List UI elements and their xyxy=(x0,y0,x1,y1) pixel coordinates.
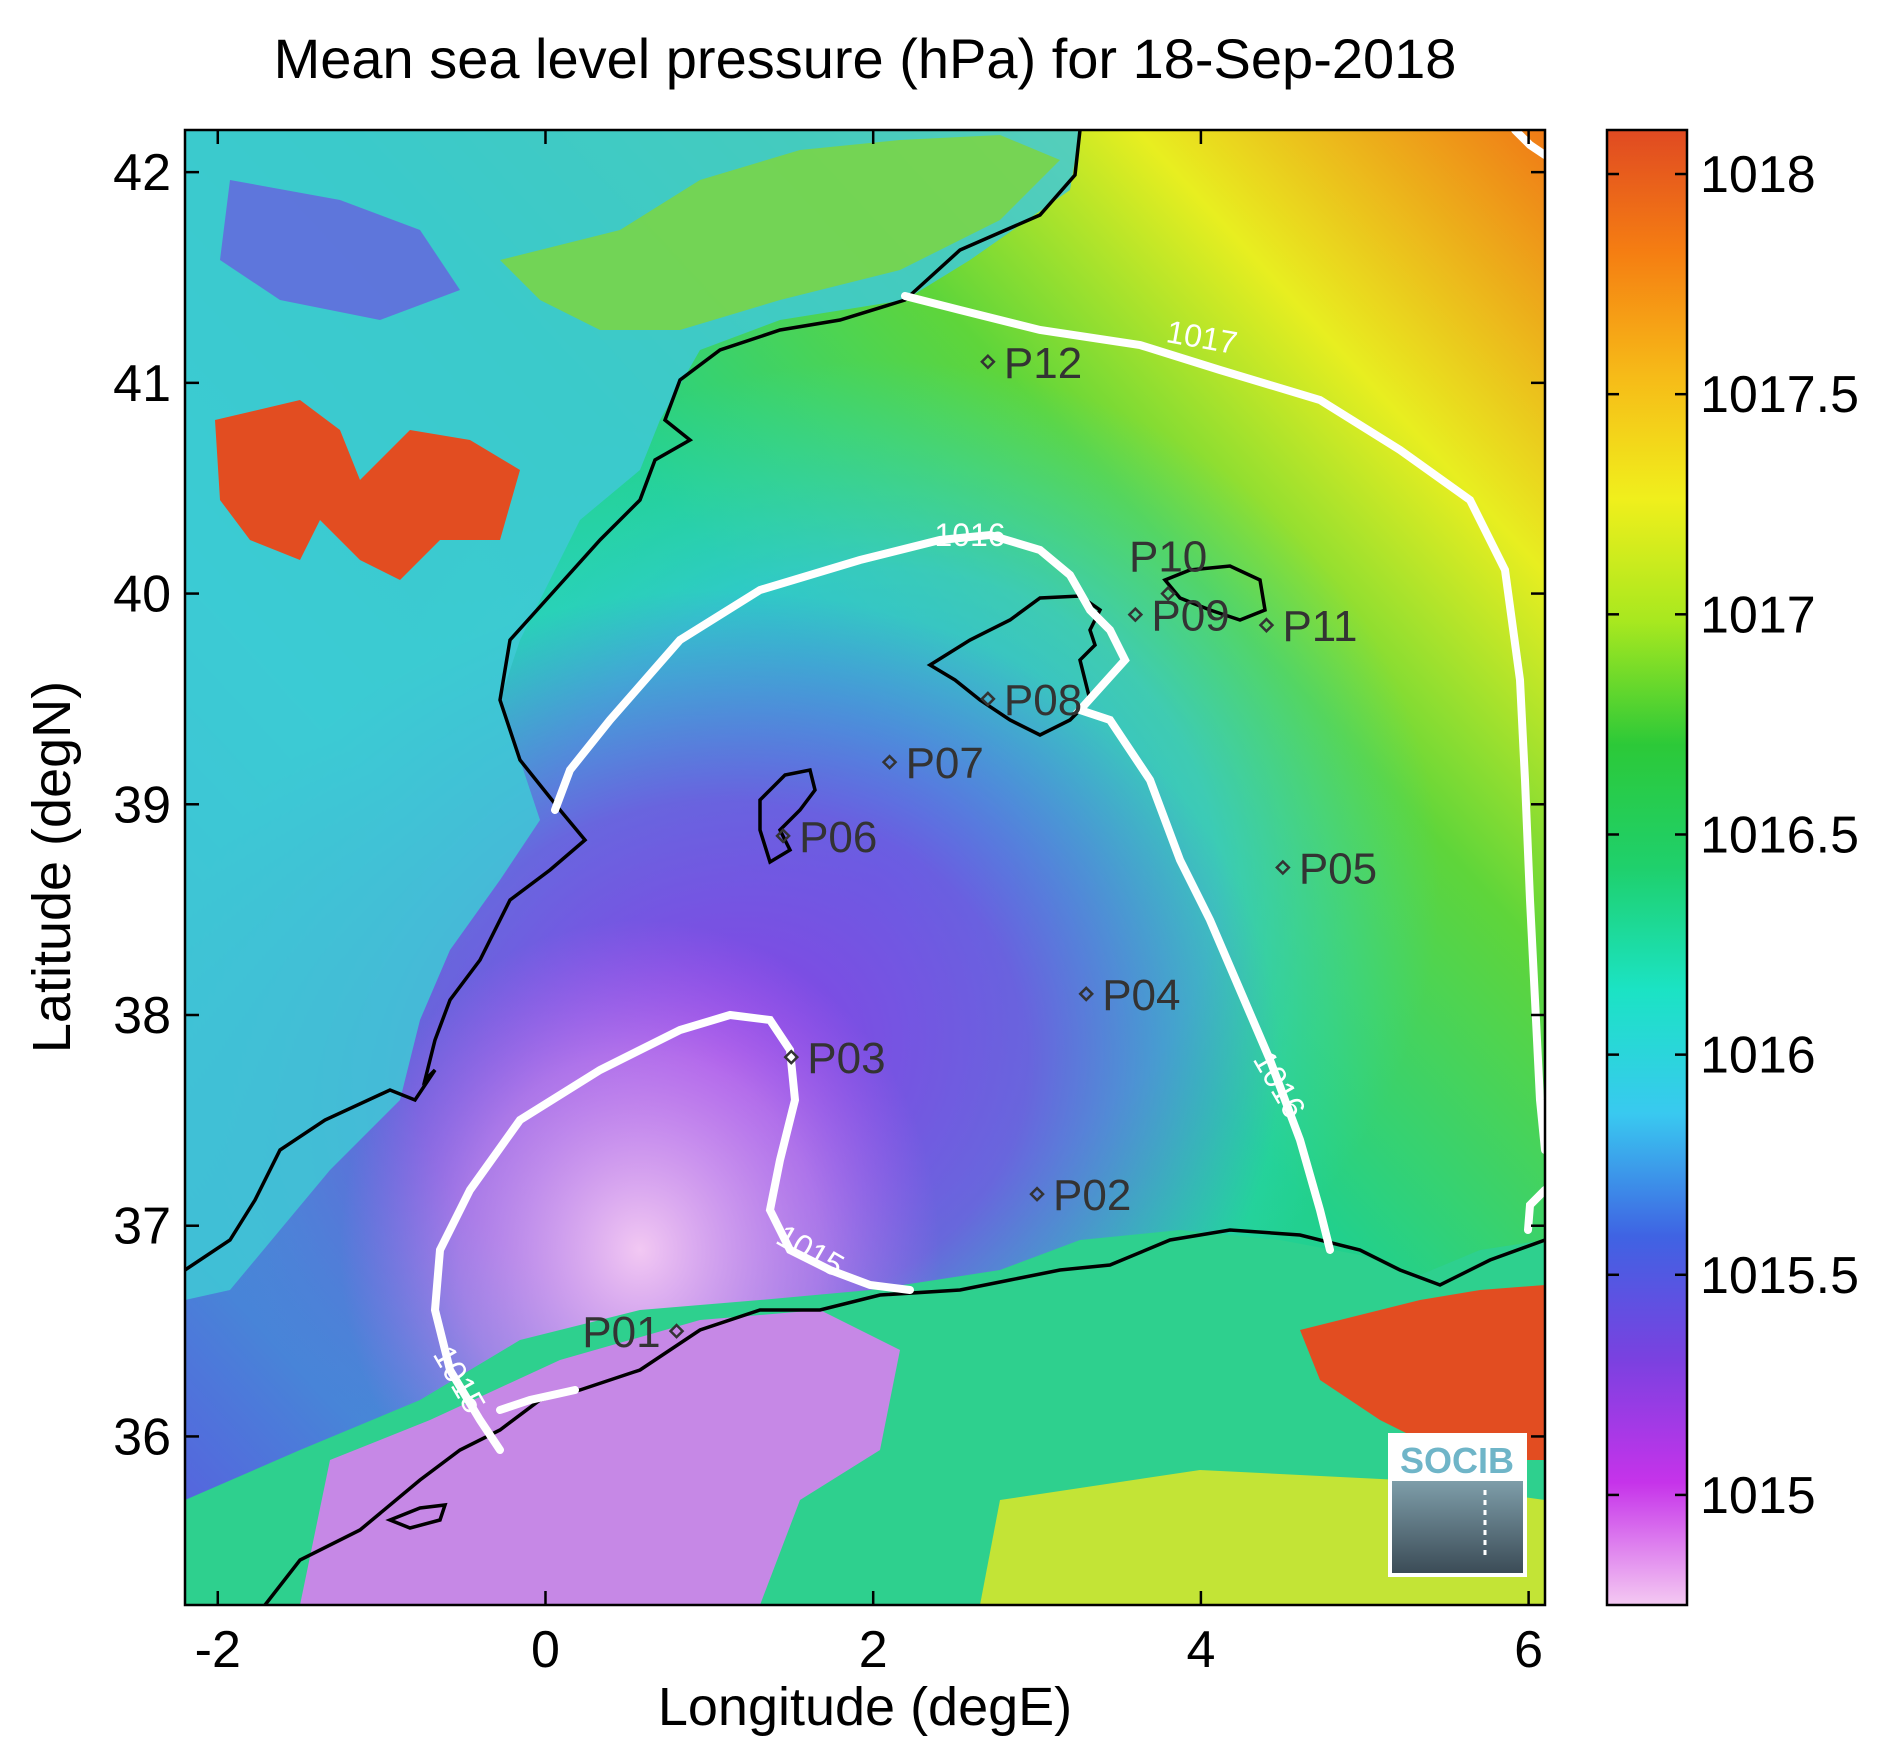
station-marker xyxy=(1127,606,1144,623)
plot-frame xyxy=(183,128,1547,1607)
x-tick-label: 0 xyxy=(531,1621,560,1679)
colorbar-tick-label: 1018 xyxy=(1700,146,1816,204)
y-tick-label: 37 xyxy=(113,1198,171,1256)
colorbar-tick-label: 1017 xyxy=(1700,586,1816,644)
colorbar-tick-label: 1016 xyxy=(1700,1027,1816,1085)
station-marker xyxy=(1160,585,1176,602)
colorbar-tick-label: 1016.5 xyxy=(1700,806,1859,864)
y-tick-label: 39 xyxy=(113,776,171,834)
y-axis-label: Latitude (degN) xyxy=(22,681,82,1053)
chart-title: Mean sea level pressure (hPa) for 18-Sep… xyxy=(274,27,1457,90)
station-label: P12 xyxy=(1004,339,1082,388)
station-marker xyxy=(1078,986,1094,1002)
menorca-island xyxy=(1162,564,1267,622)
y-tick-label: 36 xyxy=(113,1408,171,1466)
y-tick-label: 40 xyxy=(113,566,171,624)
station-label: P08 xyxy=(1004,676,1082,725)
x-axis-ticks: -2 0 2 4 6 xyxy=(195,130,1543,1679)
station-marker xyxy=(1029,1186,1045,1202)
x-tick-label: -2 xyxy=(195,1621,241,1679)
station-marker xyxy=(980,354,996,370)
y-axis-ticks: 36 37 38 39 40 41 42 xyxy=(113,144,1545,1466)
station-label: P11 xyxy=(1282,602,1357,651)
y-tick-label: 41 xyxy=(113,355,171,413)
svg-text:SOCIB: SOCIB xyxy=(1400,1440,1514,1481)
station-label: P10 xyxy=(1129,533,1207,582)
africa-coastline xyxy=(263,1228,1545,1605)
contour-1015-south xyxy=(496,1386,579,1414)
mallorca-island xyxy=(926,594,1103,737)
x-tick-label: 6 xyxy=(1514,1621,1543,1679)
contour-1017-ne xyxy=(1511,130,1545,159)
station-marker xyxy=(881,754,898,770)
socib-logo: SOCIB xyxy=(1388,1433,1527,1577)
colorbar-tick-label: 1017.5 xyxy=(1700,366,1859,424)
colorbar-ticks: 1015 1015.5 1016 1016.5 1017 1017.5 1018 xyxy=(1607,146,1859,1525)
iberia-purple-patch xyxy=(220,180,460,320)
y-tick-label: 42 xyxy=(113,144,171,202)
alboran-island xyxy=(385,1502,448,1530)
contour-1017-se xyxy=(1524,1186,1545,1234)
station-marker xyxy=(980,691,996,707)
station-label: P07 xyxy=(906,739,984,788)
x-axis-label: Longitude (degE) xyxy=(658,1677,1072,1737)
iberia-land-field xyxy=(185,130,1080,1300)
station-label: P03 xyxy=(807,1034,885,1083)
station-label: P06 xyxy=(799,813,877,862)
station-marker xyxy=(775,828,791,844)
station-markers: P01 P02 P03 P04 P05 P06 P07 P08 P09 P10 P11 P12 xyxy=(582,339,1377,1357)
iberia-coastline xyxy=(185,130,1082,1272)
colorbar-tick-label: 1015 xyxy=(1700,1467,1816,1525)
colorbar: 1015 1015.5 1016 1016.5 1017 1017.5 1018 xyxy=(1605,128,1859,1607)
africa-pink-zone xyxy=(300,1310,900,1605)
ibiza-island xyxy=(758,767,817,865)
station-label: P04 xyxy=(1102,971,1180,1020)
africa-orange-zone xyxy=(1300,1285,1545,1460)
contour-label-1016-top: 1016 xyxy=(934,517,1005,553)
station-label: P05 xyxy=(1299,845,1377,894)
colorbar-tick-label: 1015.5 xyxy=(1700,1247,1859,1305)
contour-1015 xyxy=(430,1010,914,1454)
station-marker xyxy=(1275,859,1291,876)
station-label: P01 xyxy=(582,1308,660,1357)
station-marker xyxy=(668,1323,685,1339)
x-tick-label: 2 xyxy=(859,1621,888,1679)
station-label: P02 xyxy=(1053,1171,1131,1220)
x-tick-label: 4 xyxy=(1186,1621,1215,1679)
contour-1017 xyxy=(901,292,1545,1154)
plot-area: 1017 1016 1016 1015 1015 P01P02P03P04P05… xyxy=(185,130,1545,1605)
iberia-orange-patch xyxy=(215,400,520,580)
iberia-green-belt xyxy=(500,135,1060,330)
contour-1016 xyxy=(551,530,1334,1254)
colorbar-gradient xyxy=(1605,128,1689,1607)
station-label: P09 xyxy=(1151,592,1229,641)
y-tick-label: 38 xyxy=(113,987,171,1045)
station-marker xyxy=(1258,617,1275,633)
station-marker xyxy=(783,1049,800,1065)
